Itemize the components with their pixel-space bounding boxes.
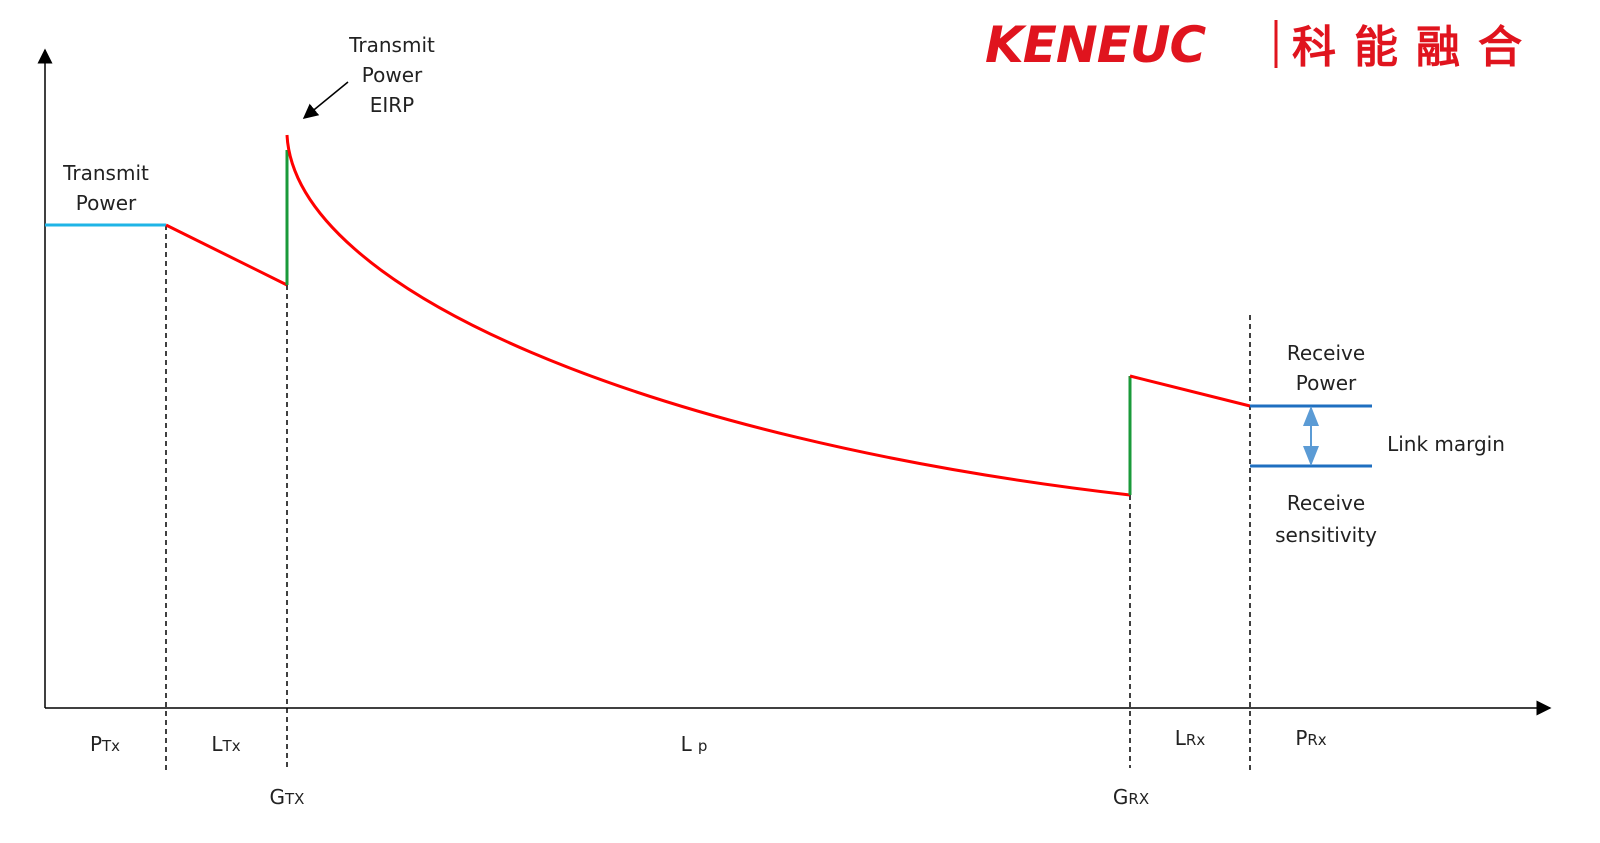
- rx-loss: [1129, 374, 1251, 408]
- annotation: sensitivity: [1275, 523, 1377, 547]
- annotation: Receive: [1287, 491, 1365, 515]
- annotation: EIRP: [370, 93, 415, 117]
- eirp-arrow: [302, 81, 349, 119]
- path-loss: [285, 134, 1131, 497]
- logo-brand: KENEUC: [985, 16, 1207, 74]
- logo-chinese: 科能融合: [1292, 22, 1540, 73]
- annotation: Power: [76, 191, 137, 215]
- segment-label: LTx: [211, 732, 240, 756]
- annotation: Transmit: [348, 33, 435, 57]
- label-main: L: [211, 732, 223, 756]
- annotation: Receive: [1287, 341, 1365, 365]
- gain-label: GRX: [1113, 785, 1149, 809]
- annotation: Power: [362, 63, 423, 87]
- label-main: P: [90, 732, 102, 756]
- gain-label: GTX: [270, 785, 305, 809]
- label-sub: Rx: [1307, 731, 1326, 749]
- label-sub: p: [698, 737, 708, 755]
- segment-label: PRx: [1295, 726, 1326, 750]
- label-main: G: [270, 785, 286, 809]
- label-main: L: [1175, 726, 1187, 750]
- annotation: Link margin: [1387, 432, 1505, 456]
- label-sub: RX: [1128, 790, 1149, 808]
- tx-loss: [165, 223, 288, 287]
- label-sub: Tx: [222, 737, 241, 755]
- segment-label: PTx: [90, 732, 120, 756]
- annotation: Transmit: [62, 161, 149, 185]
- segment-label: LRx: [1175, 726, 1206, 750]
- label-main: L: [681, 732, 693, 756]
- annotation: Power: [1296, 371, 1357, 395]
- label-sub: Rx: [1186, 731, 1205, 749]
- label-sub: Tx: [101, 737, 120, 755]
- label-main: G: [1113, 785, 1129, 809]
- label-sub: TX: [284, 790, 304, 808]
- label-main: P: [1295, 726, 1307, 750]
